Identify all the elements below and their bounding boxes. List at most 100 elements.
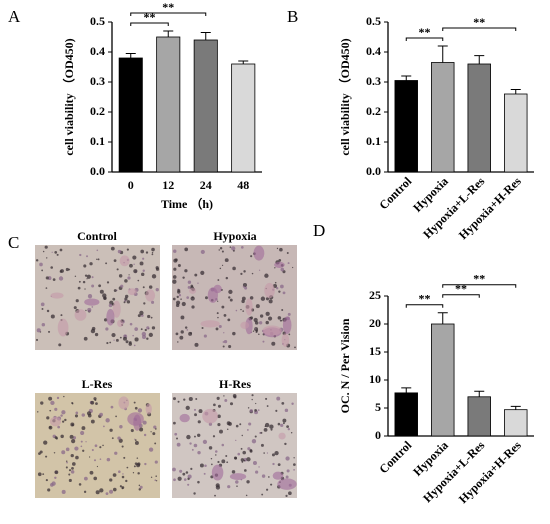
cell-dot [133, 263, 135, 265]
cell-dot [217, 460, 220, 464]
cell-dot [99, 446, 102, 449]
cell-dot [75, 299, 79, 303]
cell-dot [187, 483, 190, 486]
cell-dot [270, 483, 273, 486]
cell-dot [186, 296, 190, 299]
cell-dot [248, 422, 252, 426]
cell-dot [83, 264, 87, 268]
cell-dot [224, 258, 229, 263]
cell-dot [287, 427, 290, 431]
cell-dot [133, 401, 136, 404]
error-bar [238, 60, 249, 64]
bar [231, 63, 256, 173]
y-tick-label: 0 [375, 428, 381, 442]
cell-dot [276, 247, 279, 250]
cell-dot [70, 422, 75, 427]
cell-dot [130, 428, 134, 433]
cell-dot [180, 330, 184, 334]
cell-dot [47, 488, 51, 492]
cell-dot [113, 339, 115, 341]
cell-dot [247, 447, 251, 451]
cell-dot [223, 395, 225, 397]
cell-dot [136, 457, 139, 459]
cell-dot [138, 488, 142, 491]
cell-dot [246, 480, 250, 484]
cell-blob [127, 288, 137, 296]
cell-dot [236, 485, 238, 487]
cell-dot [132, 472, 135, 474]
cell-dot [260, 443, 264, 447]
micrograph [35, 245, 160, 350]
cell-dot [61, 450, 66, 455]
cell-dot [218, 325, 222, 329]
cell-dot [72, 462, 76, 466]
cell-dot [128, 274, 130, 276]
significance-label: ** [473, 272, 485, 286]
cell-dot [155, 288, 159, 292]
cell-dot [134, 438, 136, 440]
significance-label: ** [419, 292, 431, 306]
cell-dot [86, 255, 89, 258]
cell-dot [203, 334, 207, 338]
x-tick-label: Control [376, 438, 414, 476]
cell-dot [113, 289, 117, 293]
cell-dot [85, 441, 87, 443]
cell-dot [60, 434, 64, 439]
cell-dot [132, 334, 134, 337]
cell-dot [102, 293, 107, 298]
cell-dot [216, 396, 220, 400]
cell-dot [185, 471, 189, 474]
cell-dot [265, 297, 270, 301]
cell-dot [37, 411, 39, 413]
cell-blob [57, 318, 69, 337]
cell-dot [197, 282, 199, 284]
cell-dot [150, 316, 153, 319]
cell-dot [223, 332, 225, 334]
cell-dot [194, 413, 197, 417]
significance-bracket [442, 27, 517, 31]
x-tick-label: 0 [128, 178, 134, 192]
cell-dot [48, 396, 53, 401]
cell-dot [264, 422, 270, 428]
cell-dot [148, 285, 153, 289]
cell-dot [182, 472, 186, 476]
cell-dot [255, 470, 259, 474]
cell-dot [223, 313, 227, 317]
cell-dot [89, 262, 93, 266]
cell-blob [262, 325, 282, 336]
cell-dot [78, 483, 82, 486]
cell-dot [294, 346, 296, 349]
cell-dot [173, 478, 176, 482]
cell-dot [292, 266, 294, 269]
cell-dot [241, 461, 244, 463]
cell-dot [137, 279, 140, 282]
cell-dot [45, 287, 48, 289]
cell-dot [91, 276, 94, 279]
cell-dot [193, 492, 196, 495]
cell-dot [106, 457, 111, 462]
cell-dot [205, 296, 208, 300]
cell-dot [280, 267, 285, 272]
cell-dot [119, 485, 122, 488]
cell-dot [36, 328, 41, 333]
cell-dot [285, 456, 290, 461]
cell-dot [244, 286, 248, 290]
significance-bracket [442, 284, 517, 288]
cell-dot [151, 253, 154, 256]
cell-dot [35, 338, 39, 342]
bar [156, 36, 181, 173]
cell-dot [117, 249, 122, 254]
cell-dot [235, 480, 239, 484]
cell-dot [193, 443, 198, 448]
cell-dot [228, 289, 233, 295]
cell-dot [40, 401, 44, 405]
bar [504, 409, 528, 437]
cell-dot [65, 267, 69, 272]
cell-dot [241, 246, 244, 249]
cell-dot [114, 451, 118, 455]
cell-dot [83, 336, 88, 341]
cell-dot [134, 441, 139, 445]
cell-dot [84, 274, 88, 277]
cell-dot [117, 436, 121, 440]
cell-dot [134, 337, 139, 342]
